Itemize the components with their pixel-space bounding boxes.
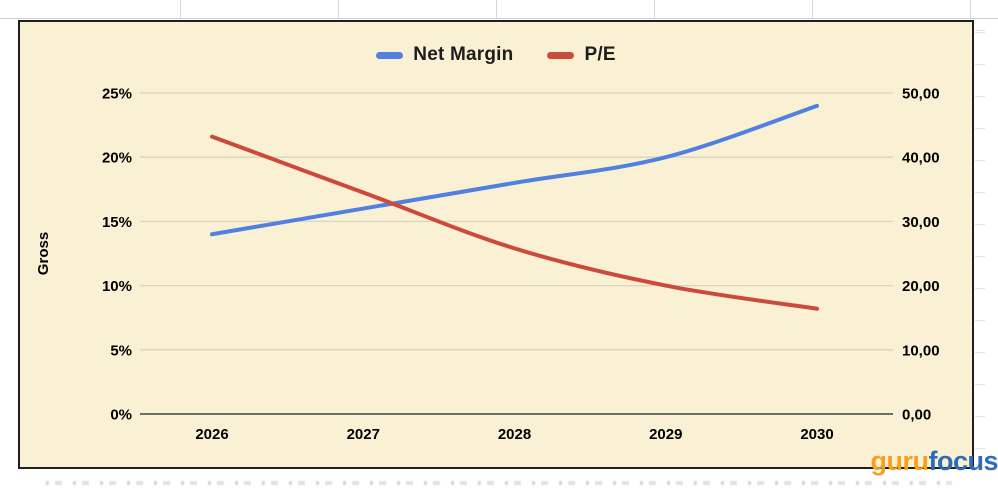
logo-text-guru: guru: [870, 446, 929, 476]
logo-text-focus: focus: [928, 446, 998, 476]
right-axis-tick-label: 30,00: [902, 214, 940, 231]
legend-label-net-margin: Net Margin: [413, 44, 514, 65]
right-axis-tick-label: 50,00: [902, 86, 940, 103]
right-axis-tick-label: 0,00: [902, 407, 931, 424]
chart-legend: Net Margin P/E: [20, 44, 972, 66]
chart: 25% 50,00 20% 40,00 15% 30,00 10% 20,00 5% 10,00 0…: [18, 20, 974, 469]
x-axis-tick-label: 2030: [800, 426, 833, 443]
gurufocus-logo: gurufocus: [851, 446, 998, 476]
spreadsheet-grid-top: [0, 0, 998, 19]
left-axis-tick-label: 25%: [102, 86, 132, 103]
right-axis-tick-label: 40,00: [902, 150, 940, 167]
y-axis-title: Gross: [35, 232, 52, 275]
left-axis-tick-label: 15%: [102, 214, 132, 231]
x-axis-tick-label: 2028: [498, 426, 531, 443]
legend-label-p-e: P/E: [584, 44, 616, 65]
legend-item-net-margin: Net Margin: [376, 44, 513, 66]
spreadsheet-grid-right: [975, 20, 985, 470]
cropped-text-remnant: [46, 481, 952, 485]
legend-item-p-e: P/E: [547, 44, 616, 66]
x-axis-tick-label: 2027: [347, 426, 380, 443]
left-axis-tick-label: 0%: [110, 407, 132, 424]
right-axis-tick-label: 20,00: [902, 278, 940, 295]
legend-swatch-net-margin: [376, 51, 404, 59]
series-line-net-margin: [210, 103, 819, 237]
left-axis-tick-label: 5%: [110, 342, 132, 359]
left-axis-tick-label: 20%: [102, 150, 132, 167]
right-axis-tick-label: 10,00: [902, 342, 940, 359]
x-axis-tick-label: 2026: [195, 426, 228, 443]
chart-canvas: 25% 50,00 20% 40,00 15% 30,00 10% 20,00 5% 10,00 0…: [35, 86, 940, 444]
legend-swatch-p-e: [547, 51, 575, 59]
x-axis-tick-label: 2029: [649, 426, 682, 443]
left-axis-tick-label: 10%: [102, 278, 132, 295]
series-line-p-e: [210, 134, 819, 311]
